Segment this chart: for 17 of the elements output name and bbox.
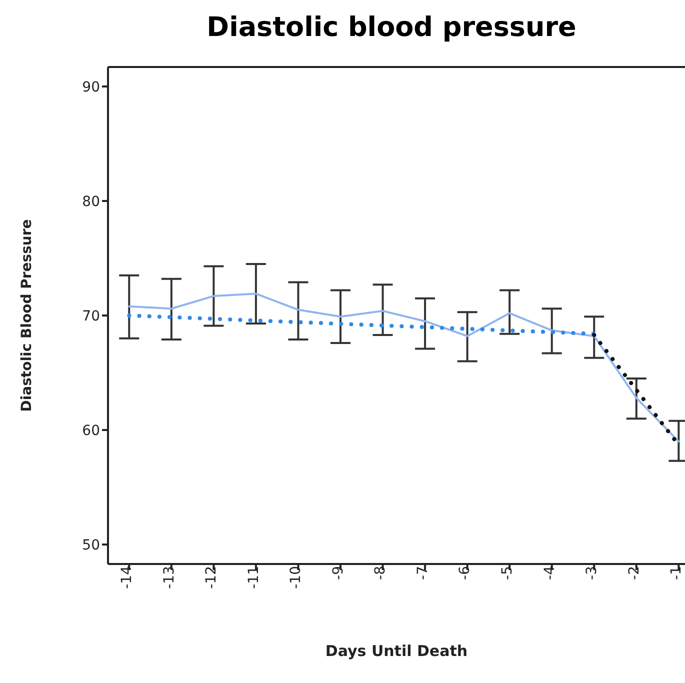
x-tick-label: -12	[204, 566, 220, 589]
x-tick-label: -14	[119, 566, 136, 589]
y-tick-label: 70	[82, 308, 100, 324]
y-tick-label: 90	[82, 79, 100, 96]
y-tick-label: 80	[82, 194, 100, 210]
y-tick-label: 60	[82, 422, 100, 439]
x-tick-label: -7	[414, 566, 431, 580]
y-axis-title: Diastolic Blood Pressure	[18, 219, 35, 412]
x-tick-label: -1	[668, 566, 685, 580]
line-series	[128, 292, 680, 442]
chart-title: Diastolic blood pressure	[206, 11, 578, 45]
x-tick-label: -10	[288, 566, 304, 589]
x-tick-label: -13	[161, 566, 178, 589]
x-tick-label: -11	[246, 566, 262, 589]
x-tick-label: -2	[626, 566, 642, 580]
x-axis-title: Days Until Death	[325, 642, 468, 660]
y-tick-label: 50	[82, 538, 100, 554]
